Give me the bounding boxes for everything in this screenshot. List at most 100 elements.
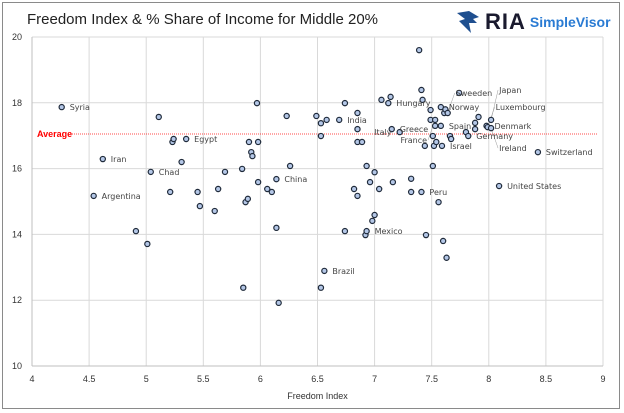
data-point [178,158,185,166]
data-point [354,192,361,200]
y-tick-label: 16 [12,164,22,174]
data-point [244,195,252,203]
data-point [354,109,361,117]
point-label: Brazil [332,267,354,276]
data-point [245,138,253,146]
data-point [471,119,479,127]
data-point [335,116,343,124]
x-tick-label: 7 [372,374,377,384]
data-point [166,188,174,196]
data-point [487,116,495,124]
data-point [429,132,437,140]
data-point [418,86,425,94]
point-label: Italy [374,128,392,137]
data-point [317,284,325,291]
point-label: United States [507,182,561,191]
point-label: Egypt [194,135,217,144]
data-point [254,138,262,146]
x-tick-label: 8 [486,374,491,384]
data-point [419,96,426,104]
data-point [427,106,434,114]
data-point [418,188,425,196]
data-point [378,96,385,104]
data-point [144,240,151,248]
data-point [371,211,378,219]
data-point [407,175,415,182]
chart-frame [2,2,620,409]
data-point [313,112,320,120]
point-label: Ireland [499,144,527,153]
text-layer: 4 4.5 5 5.5 6 6.5 7 7.5 8 8.5 9 10 12 14 16 18 20 Freedom… [12,32,606,401]
data-point [363,227,370,235]
point-label: Switzerland [546,148,593,157]
data-point [439,237,447,245]
data-point [396,128,403,136]
data-point [366,178,374,186]
x-tick-label: 6 [258,374,263,384]
data-point [254,178,262,186]
data-point [238,165,246,173]
data-point [443,254,450,261]
chart-title: Freedom Index & % Share of Income for Mi… [27,11,379,28]
data-point [170,135,177,143]
ria-logo: RIA SimpleVisor [455,9,611,35]
point-label: Syria [70,103,90,112]
data-point [444,109,451,117]
point-label: Luxembourg [496,103,546,112]
data-point [421,142,429,150]
label-leader-line [490,128,499,149]
data-point [429,162,437,170]
label-leader-line [447,92,455,114]
data-point [317,119,325,127]
point-label: China [284,175,307,184]
point-label: Sweeden [456,89,493,98]
data-point [389,178,397,186]
data-point [253,99,261,107]
data-point [455,89,463,97]
data-point [369,217,376,225]
data-point [90,192,97,200]
data-point [471,125,479,133]
data-point [415,46,423,54]
data-point [495,182,503,190]
y-tick-label: 14 [12,229,22,239]
data-point [358,138,366,146]
y-tick-label: 12 [12,295,22,305]
y-tick-label: 10 [12,361,22,371]
data-point [447,135,455,143]
data-point [275,299,282,307]
data-point [268,188,276,196]
logo-text: RIA [485,9,526,34]
point-label: Iran [111,155,127,164]
average-label: Average [37,129,72,139]
data-point [317,132,325,140]
data-point [435,198,442,206]
x-tick-label: 4.5 [83,374,96,384]
point-label: Argentina [102,192,141,201]
data-point [341,227,349,235]
point-label: Hungary [396,99,430,108]
data-point [422,231,430,239]
point-label: Spain [449,122,471,131]
data-point [431,116,439,124]
x-tick-label: 4 [29,374,34,384]
data-point [321,267,328,275]
point-label: Norway [449,103,480,112]
data-point [431,122,439,130]
x-tick-label: 5.5 [197,374,210,384]
data-point [407,188,415,196]
data-point [196,202,204,210]
data-point [341,99,349,107]
point-label: Germany [476,132,513,141]
data-point [354,125,361,133]
x-tick-label: 7.5 [425,374,438,384]
data-point [99,155,107,163]
data-point [371,169,378,176]
data-point [283,112,290,120]
points-layer [58,46,542,307]
point-label: Peru [429,188,447,197]
data-point [273,224,280,232]
point-label: Denmark [495,122,532,131]
y-tick-label: 18 [12,98,22,108]
